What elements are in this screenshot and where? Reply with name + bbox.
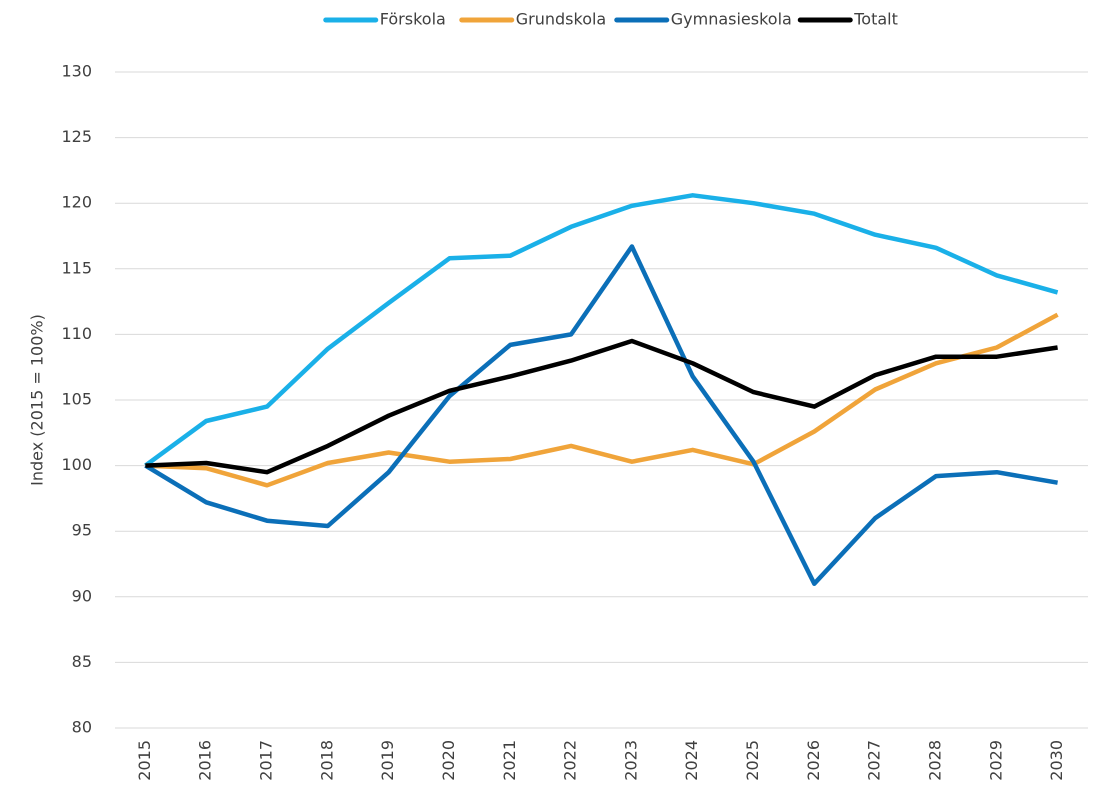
legend-label: Grundskola bbox=[516, 10, 606, 29]
legend-label: Förskola bbox=[380, 10, 446, 29]
x-tick-label: 2030 bbox=[1047, 740, 1066, 781]
x-tick-label: 2026 bbox=[804, 740, 823, 781]
line-series bbox=[144, 193, 1059, 468]
y-tick-label: 125 bbox=[61, 127, 92, 146]
x-tick-label: 2027 bbox=[865, 740, 884, 781]
legend-label: Gymnasieskola bbox=[671, 10, 792, 29]
x-tick-label: 2016 bbox=[196, 740, 215, 781]
legend-label: Totalt bbox=[853, 10, 898, 29]
x-tick-label: 2018 bbox=[317, 740, 336, 781]
y-tick-label: 80 bbox=[72, 718, 92, 737]
y-tick-label: 115 bbox=[61, 258, 92, 277]
x-tick-label: 2025 bbox=[743, 740, 762, 781]
y-tick-label: 95 bbox=[72, 521, 92, 540]
x-tick-label: 2015 bbox=[135, 740, 154, 781]
y-tick-label: 90 bbox=[72, 586, 92, 605]
x-tick-label: 2028 bbox=[925, 740, 944, 781]
line-series bbox=[145, 338, 1058, 475]
x-tick-label: 2017 bbox=[257, 740, 276, 781]
y-tick-label: 85 bbox=[72, 652, 92, 671]
x-tick-label: 2024 bbox=[682, 740, 701, 781]
x-tick-label: 2020 bbox=[439, 740, 458, 781]
y-tick-label: 120 bbox=[61, 193, 92, 212]
line-series bbox=[145, 312, 1059, 488]
x-tick-label: 2021 bbox=[500, 740, 519, 781]
x-tick-label: 2019 bbox=[378, 740, 397, 781]
y-tick-label: 110 bbox=[61, 324, 92, 343]
y-tick-label: 130 bbox=[61, 62, 92, 81]
x-tick-label: 2022 bbox=[561, 740, 580, 781]
y-tick-label: 100 bbox=[61, 455, 92, 474]
line-series bbox=[144, 244, 1058, 586]
y-axis-label: Index (2015 = 100%) bbox=[28, 314, 47, 486]
x-tick-label: 2029 bbox=[986, 740, 1005, 781]
y-tick-label: 105 bbox=[61, 390, 92, 409]
x-tick-label: 2023 bbox=[621, 740, 640, 781]
